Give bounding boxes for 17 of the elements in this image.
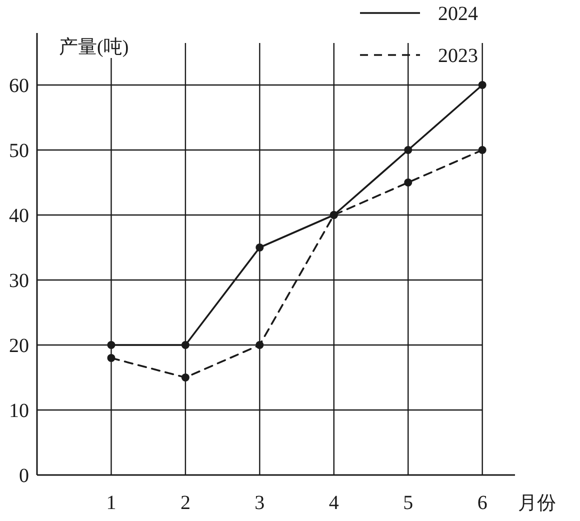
y-axis-title: 产量(吨) — [59, 37, 129, 58]
y-tick-label: 20 — [9, 335, 29, 357]
y-tick-label: 40 — [9, 205, 29, 227]
legend-label: 2024 — [438, 3, 478, 25]
y-tick-label: 60 — [9, 75, 29, 97]
y-tick-label: 0 — [19, 465, 29, 487]
y-tick-label: 30 — [9, 270, 29, 292]
y-tick-label: 10 — [9, 400, 29, 422]
legend-label: 2023 — [438, 45, 478, 67]
x-tick-label: 1 — [106, 492, 116, 514]
y-tick-label: 50 — [9, 140, 29, 162]
x-tick-label: 6 — [477, 492, 488, 514]
x-tick-label: 5 — [403, 492, 414, 514]
x-tick-label: 3 — [254, 492, 265, 514]
x-axis-title: 月份 — [518, 493, 556, 514]
x-tick-label: 2 — [180, 492, 190, 514]
x-tick-label: 4 — [328, 492, 339, 514]
